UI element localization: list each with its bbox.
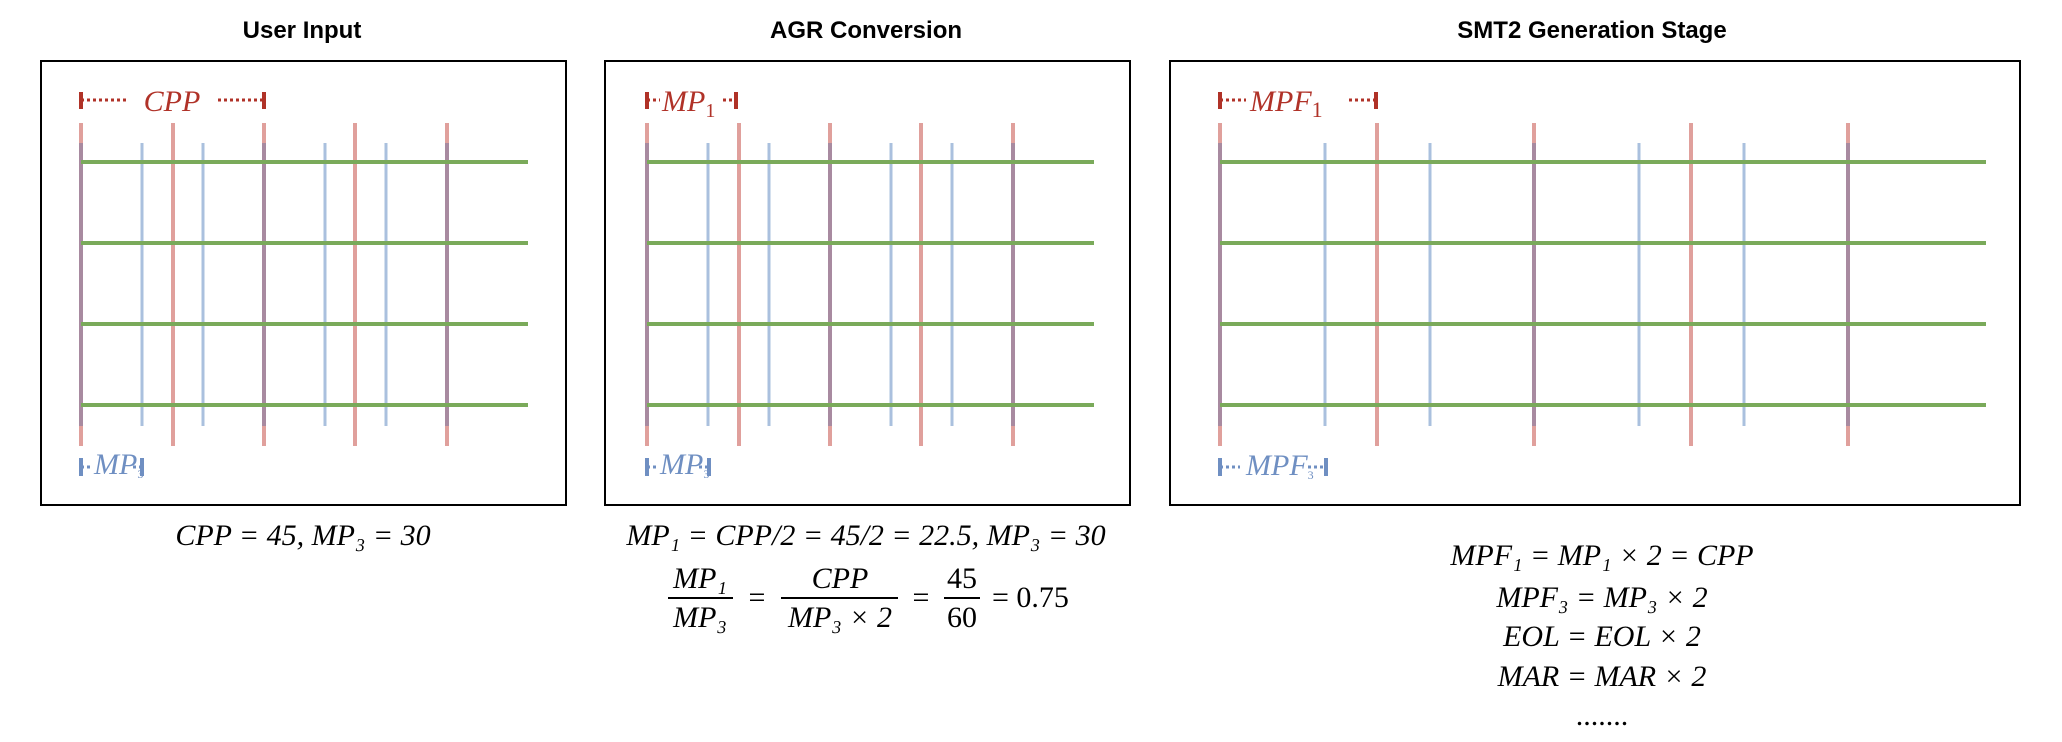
panel-title-agr-conversion: AGR Conversion [770, 17, 962, 44]
svg-text:MPF3: MPF3 [1245, 449, 1314, 482]
agr-equation-line1: MP₁ = CPP/2 = 45/2 = 22.5, MP₃ = 30 [625, 519, 1105, 552]
agr-frac2-numerator: CPP [812, 562, 869, 595]
mp1-label: MP [661, 85, 705, 118]
mp1-dimension-marker: MP1 [645, 85, 738, 122]
mpf1-label-sub: 1 [1312, 97, 1323, 122]
cpp-dimension-marker: CPP [79, 85, 266, 118]
panel-frame-smt2-generation [1169, 60, 2021, 506]
svg-text:MPF1: MPF1 [1249, 85, 1323, 122]
svg-text:MP1: MP1 [661, 85, 715, 122]
mpf3-dimension-marker: MPF3 [1218, 449, 1328, 482]
mpf3-label: MPF [1245, 449, 1308, 482]
smt2-equation-2: MPF₃ = MP₃ × 2 [1495, 581, 1707, 614]
mp3-label-user-sub: 3 [137, 467, 143, 481]
grid-smt2-generation [1218, 123, 1986, 446]
smt2-equation-3: EOL = EOL × 2 [1502, 620, 1701, 653]
mp3-label-agr-sub: 3 [703, 467, 709, 481]
panel-frame-user-input [40, 60, 567, 506]
panel-title-smt2-generation: SMT2 Generation Stage [1457, 17, 1726, 44]
mp3-dimension-marker-user: MP3 [79, 448, 144, 481]
smt2-ellipsis: ....... [1576, 699, 1629, 732]
agr-frac1-denominator: MP₃ [672, 601, 727, 634]
svg-text:=: = [913, 581, 930, 614]
mp3-label-user: MP [93, 448, 137, 481]
mpf1-dimension-marker: MPF1 [1218, 85, 1378, 122]
grid-agr-conversion [645, 123, 1094, 446]
grid-user-input [79, 123, 528, 446]
cpp-label: CPP [144, 85, 201, 118]
agr-frac2-denominator: MP₃ × 2 [787, 601, 892, 634]
mp1-label-sub: 1 [705, 100, 715, 122]
mpf3-label-sub: 3 [1308, 468, 1314, 482]
agr-frac3-numerator: 45 [947, 562, 977, 595]
agr-frac1-numerator: MP₁ [672, 562, 727, 595]
mpf1-label: MPF [1249, 85, 1312, 118]
agr-ratio-equation: MP₁ MP₃ = CPP MP₃ × 2 = 45 60 = 0.75 [668, 562, 1069, 634]
mp3-dimension-marker-agr: MP3 [645, 448, 711, 481]
agr-result: = 0.75 [992, 581, 1069, 614]
panel-frame-agr-conversion [604, 60, 1131, 506]
user-input-equation: CPP = 45, MP₃ = 30 [175, 519, 430, 552]
svg-text:MP3: MP3 [659, 448, 709, 481]
panel-title-user-input: User Input [243, 17, 362, 44]
svg-text:=: = [749, 581, 766, 614]
svg-text:CPP: CPP [144, 85, 201, 118]
svg-text:MP3: MP3 [93, 448, 143, 481]
smt2-equation-4: MAR = MAR × 2 [1497, 660, 1707, 693]
mp3-label-agr: MP [659, 448, 703, 481]
agr-frac3-denominator: 60 [947, 601, 977, 634]
smt2-equation-1: MPF₁ = MP₁ × 2 = CPP [1449, 539, 1753, 572]
